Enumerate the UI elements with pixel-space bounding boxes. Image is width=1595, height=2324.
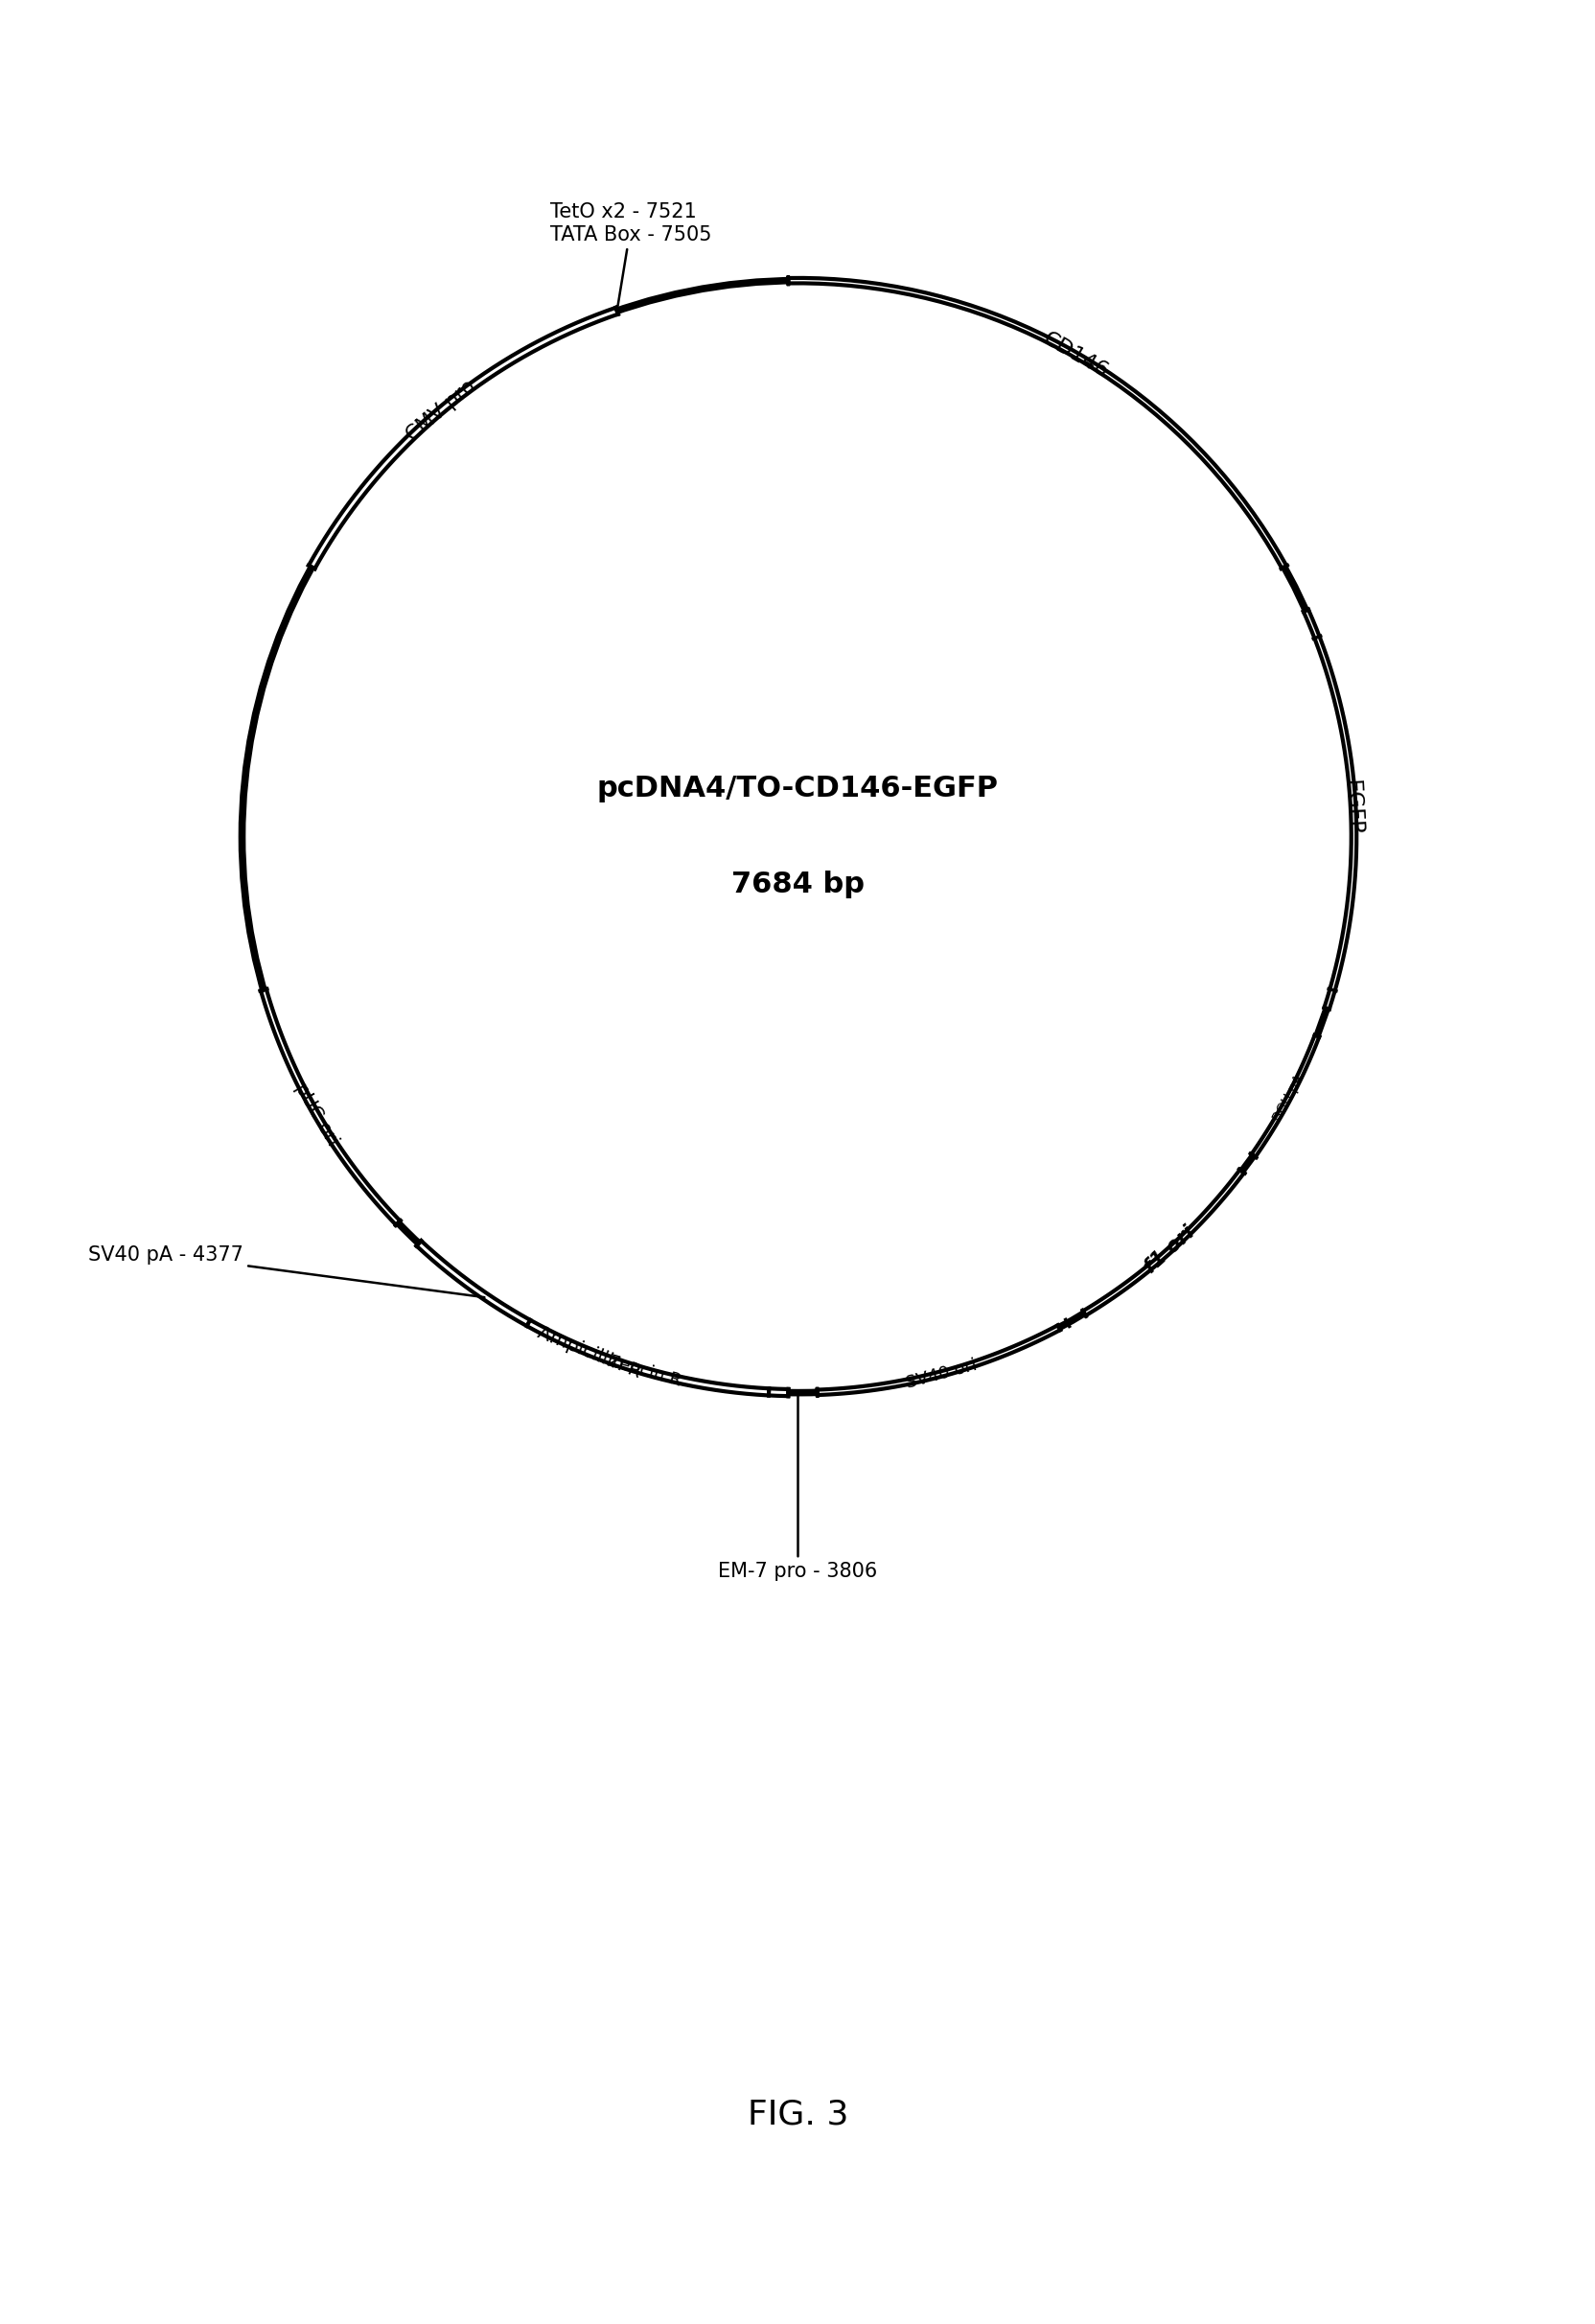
Text: CD146: CD146	[1040, 328, 1112, 381]
Text: pcDNA4/TO-CD146-EGFP: pcDNA4/TO-CD146-EGFP	[597, 774, 998, 802]
Text: TetO x2 - 7521
TATA Box - 7505: TetO x2 - 7521 TATA Box - 7505	[550, 202, 711, 309]
Text: f1 ori: f1 ori	[1140, 1222, 1198, 1278]
Text: SV40 pA - 4377: SV40 pA - 4377	[88, 1246, 485, 1297]
Text: CMV pro: CMV pro	[402, 376, 478, 444]
Polygon shape	[308, 307, 617, 569]
Polygon shape	[526, 1320, 769, 1394]
Polygon shape	[1303, 609, 1356, 1009]
Polygon shape	[817, 1325, 1059, 1394]
Text: pUC ori: pUC ori	[292, 1081, 341, 1150]
Polygon shape	[1083, 1169, 1244, 1315]
Text: SV40 ori: SV40 ori	[904, 1355, 979, 1392]
Text: FIG. 3: FIG. 3	[746, 2099, 849, 2131]
Text: EM-7 pro - 3806: EM-7 pro - 3806	[718, 1394, 877, 1580]
Text: Ampicillin R: Ampicillin R	[534, 1322, 644, 1380]
Text: 7684 bp: 7684 bp	[731, 872, 864, 899]
Polygon shape	[1250, 1034, 1319, 1157]
Text: BGH pA: BGH pA	[1270, 1071, 1306, 1122]
Text: Zeocin R: Zeocin R	[606, 1353, 683, 1390]
Polygon shape	[416, 1241, 788, 1397]
Polygon shape	[260, 990, 400, 1225]
Text: EGFP: EGFP	[1341, 779, 1364, 837]
Polygon shape	[788, 279, 1286, 569]
